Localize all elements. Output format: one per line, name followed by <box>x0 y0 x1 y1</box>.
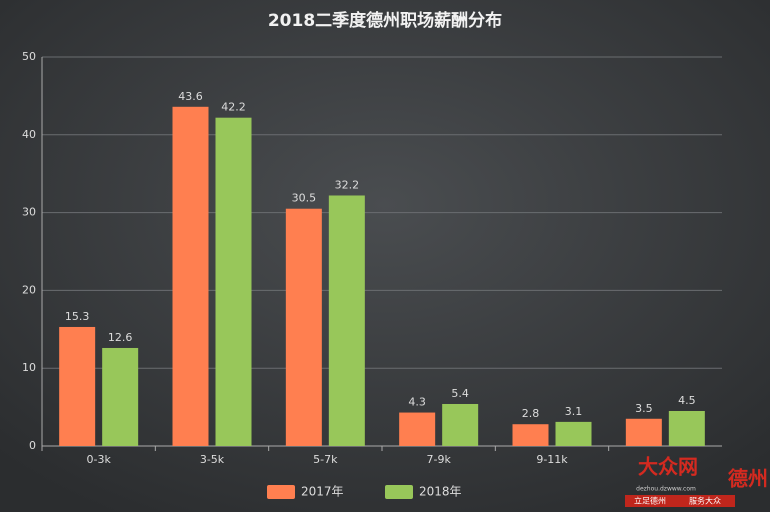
bar <box>399 412 436 446</box>
value-label: 30.5 <box>292 192 317 205</box>
y-tick-label: 40 <box>22 128 36 141</box>
value-label: 15.3 <box>65 310 90 323</box>
watermark-band <box>625 495 735 507</box>
bar <box>328 195 365 446</box>
legend-swatch <box>267 485 295 499</box>
value-label: 42.2 <box>221 101 246 114</box>
watermark-slogan: 服务大众 <box>689 496 721 506</box>
legend-swatch <box>385 485 413 499</box>
value-label: 32.2 <box>335 178 360 191</box>
y-tick-label: 0 <box>29 439 36 452</box>
x-tick-label: 0-3k <box>86 453 111 466</box>
legend-label: 2017年 <box>301 485 344 499</box>
y-tick-label: 10 <box>22 361 36 374</box>
y-tick-label: 20 <box>22 283 36 296</box>
value-label: 12.6 <box>108 331 133 344</box>
bar <box>625 418 662 446</box>
y-tick-label: 30 <box>22 206 36 219</box>
bar <box>442 403 479 446</box>
bar <box>512 424 549 446</box>
bar <box>59 326 96 446</box>
watermark-city: 德州 <box>728 467 768 491</box>
x-tick-label: 9-11k <box>536 453 568 466</box>
bar <box>555 421 592 446</box>
value-label: 5.4 <box>451 387 469 400</box>
bar <box>668 410 705 446</box>
legend-label: 2018年 <box>419 485 462 499</box>
value-label: 43.6 <box>178 90 203 103</box>
chart-title: 2018二季度德州职场薪酬分布 <box>268 10 502 31</box>
watermark-url: dezhou.dzwww.com <box>636 486 696 493</box>
x-tick-label: 7-9k <box>426 453 451 466</box>
bar <box>215 117 252 447</box>
value-label: 3.5 <box>635 402 653 415</box>
bar <box>285 208 322 446</box>
x-tick-label: 3-5k <box>200 453 225 466</box>
value-label: 3.1 <box>565 405 583 418</box>
x-tick-label: 5-7k <box>313 453 338 466</box>
watermark-logo: 大众网 <box>638 455 698 479</box>
y-tick-label: 50 <box>22 50 36 63</box>
bar <box>102 347 139 446</box>
watermark-slogan: 立足德州 <box>634 496 666 506</box>
watermark: 大众网 德州 dezhou.dzwww.com 立足德州 服务大众 <box>625 455 768 507</box>
value-label: 2.8 <box>522 407 540 420</box>
bar <box>172 106 209 447</box>
value-label: 4.3 <box>408 396 426 409</box>
value-label: 4.5 <box>678 394 696 407</box>
